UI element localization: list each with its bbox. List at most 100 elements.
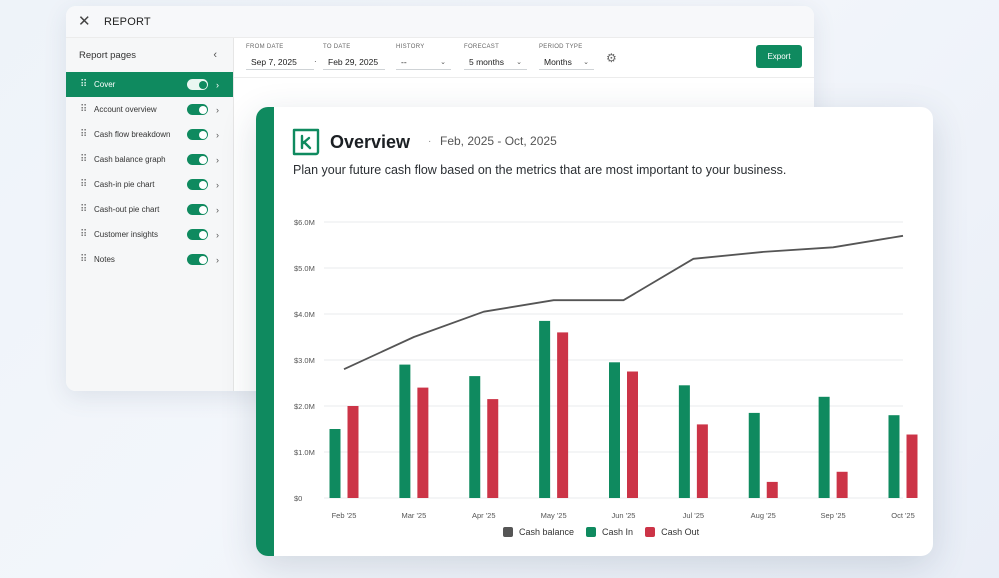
- sidebar-item-customer-insights[interactable]: ⠿ Customer insights ›: [66, 222, 233, 247]
- gear-icon[interactable]: ⚙: [606, 51, 617, 65]
- forecast-filter[interactable]: FORECAST 5 months ⌄: [464, 44, 527, 70]
- drag-handle-icon[interactable]: ⠿: [80, 254, 87, 265]
- chart-legend: Cash balance Cash In Cash Out: [503, 527, 699, 537]
- sidebar-item-notes[interactable]: ⠿ Notes ›: [66, 247, 233, 272]
- history-select[interactable]: -- ⌄: [396, 55, 451, 70]
- overview-card: Overview · Feb, 2025 - Oct, 2025 Plan yo…: [256, 107, 933, 556]
- history-filter[interactable]: HISTORY -- ⌄: [396, 44, 451, 70]
- bar-cash-out: [557, 332, 569, 498]
- drag-handle-icon[interactable]: ⠿: [80, 129, 87, 140]
- to-date-value[interactable]: Feb 29, 2025: [323, 55, 385, 70]
- page-toggle[interactable]: [187, 104, 208, 115]
- from-date-label: FROM DATE: [246, 44, 284, 50]
- drag-handle-icon[interactable]: ⠿: [80, 204, 87, 215]
- forecast-value: 5 months: [469, 57, 504, 67]
- sidebar-item-label: Customer insights: [94, 230, 159, 239]
- period-type-filter[interactable]: PERIOD TYPE Months ⌄: [539, 44, 594, 70]
- chevron-right-icon[interactable]: ›: [216, 204, 219, 215]
- x-tick-label: Sep '25: [821, 511, 846, 520]
- sidebar-item-cash-balance-graph[interactable]: ⠿ Cash balance graph ›: [66, 147, 233, 172]
- bar-cash-in: [469, 376, 481, 498]
- chevron-down-icon: ⌄: [516, 59, 522, 66]
- page-toggle[interactable]: [187, 179, 208, 190]
- page-toggle[interactable]: [187, 154, 208, 165]
- date-separator: ·: [314, 57, 317, 66]
- sidebar-item-label: Cash flow breakdown: [94, 130, 171, 139]
- from-date-value[interactable]: Sep 7, 2025: [246, 55, 314, 70]
- bar-cash-in: [748, 412, 760, 498]
- sidebar-item-cash-flow-breakdown[interactable]: ⠿ Cash flow breakdown ›: [66, 122, 233, 147]
- bar-cash-out: [347, 406, 359, 498]
- y-tick-label: $1.0M: [294, 448, 315, 457]
- overview-subtitle: Plan your future cash flow based on the …: [293, 163, 787, 177]
- chevron-right-icon[interactable]: ›: [216, 154, 219, 165]
- history-value: --: [401, 57, 407, 67]
- bar-cash-in: [818, 396, 830, 498]
- x-tick-label: Jun '25: [612, 511, 636, 520]
- legend-label: Cash Out: [661, 527, 700, 537]
- sidebar-title: Report pages: [79, 49, 137, 61]
- forecast-label: FORECAST: [464, 44, 500, 50]
- bar-cash-out: [696, 424, 708, 498]
- legend-swatch: [586, 527, 597, 537]
- sidebar-item-label: Cash-in pie chart: [94, 180, 155, 189]
- chevron-right-icon[interactable]: ›: [216, 254, 219, 265]
- y-tick-label: $2.0M: [294, 402, 315, 411]
- bar-cash-out: [906, 434, 918, 498]
- bar-cash-out: [836, 471, 848, 498]
- overview-date-range: Feb, 2025 - Oct, 2025: [440, 134, 557, 148]
- bar-cash-in: [539, 320, 551, 498]
- chevron-right-icon[interactable]: ›: [216, 129, 219, 140]
- chevron-right-icon[interactable]: ›: [216, 104, 219, 115]
- chevron-right-icon[interactable]: ›: [216, 179, 219, 190]
- bar-cash-in: [329, 429, 341, 498]
- to-date-label: TO DATE: [323, 44, 351, 50]
- drag-handle-icon[interactable]: ⠿: [80, 229, 87, 240]
- page-toggle[interactable]: [187, 254, 208, 265]
- page-toggle[interactable]: [187, 204, 208, 215]
- chevron-right-icon[interactable]: ›: [216, 229, 219, 240]
- period-type-select[interactable]: Months ⌄: [539, 55, 594, 70]
- to-date-filter[interactable]: TO DATE Feb 29, 2025: [323, 44, 385, 70]
- cash-flow-chart: $0 $1.0M $2.0M $3.0M $4.0M $5.0M $6.0M Feb '25 M…: [294, 218, 918, 520]
- sidebar-item-cash-out-pie-chart[interactable]: ⠿ Cash-out pie chart ›: [66, 197, 233, 222]
- overview-title: Overview: [330, 132, 411, 152]
- sidebar-header: Report pages ‹: [66, 38, 233, 72]
- sidebar-item-cover[interactable]: ⠿ Cover ›: [66, 72, 233, 97]
- legend-cash-out: Cash Out: [645, 527, 699, 537]
- bar-cash-in: [888, 415, 900, 498]
- sidebar-item-cash-in-pie-chart[interactable]: ⠿ Cash-in pie chart ›: [66, 172, 233, 197]
- page-list: ⠿ Cover › ⠿ Account overview › ⠿ Cash flow brea…: [66, 72, 233, 272]
- collapse-sidebar-icon[interactable]: ‹: [213, 49, 217, 61]
- sidebar-item-label: Cover: [94, 80, 116, 89]
- period-type-label: PERIOD TYPE: [539, 44, 583, 50]
- drag-handle-icon[interactable]: ⠿: [80, 104, 87, 115]
- x-tick-label: May '25: [541, 511, 567, 520]
- report-titlebar: ✕ REPORT: [66, 6, 814, 38]
- bar-cash-out: [487, 399, 499, 498]
- close-icon[interactable]: ✕: [78, 13, 91, 30]
- sidebar-item-label: Account overview: [94, 105, 157, 114]
- drag-handle-icon[interactable]: ⠿: [80, 179, 87, 190]
- page-toggle[interactable]: [187, 129, 208, 140]
- title-separator: ·: [428, 136, 432, 147]
- export-button[interactable]: Export: [756, 45, 802, 68]
- x-tick-label: Oct '25: [891, 511, 915, 520]
- period-type-value: Months: [544, 57, 572, 67]
- sidebar-item-label: Notes: [94, 255, 115, 264]
- report-title: REPORT: [104, 15, 151, 28]
- forecast-select[interactable]: 5 months ⌄: [464, 55, 527, 70]
- filter-bar: FROM DATE Sep 7, 2025 · TO DATE Feb 29, …: [234, 38, 814, 78]
- drag-handle-icon[interactable]: ⠿: [80, 79, 87, 90]
- x-tick-label: Aug '25: [751, 511, 776, 520]
- sidebar-item-account-overview[interactable]: ⠿ Account overview ›: [66, 97, 233, 122]
- chevron-right-icon[interactable]: ›: [216, 79, 219, 90]
- legend-swatch: [503, 527, 513, 537]
- page-toggle[interactable]: [187, 79, 208, 90]
- page-toggle[interactable]: [187, 229, 208, 240]
- drag-handle-icon[interactable]: ⠿: [80, 154, 87, 165]
- bar-cash-out: [766, 481, 778, 498]
- from-date-filter[interactable]: FROM DATE Sep 7, 2025: [246, 44, 314, 70]
- bar-cash-in: [678, 385, 690, 498]
- legend-cash-in: Cash In: [586, 527, 633, 537]
